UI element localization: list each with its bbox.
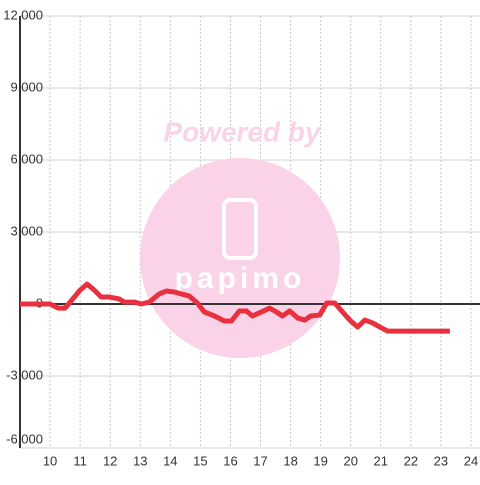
y-tick-label: -6,000: [6, 431, 43, 446]
x-tick-label: 19: [313, 453, 327, 468]
x-tick-label: 10: [43, 453, 57, 468]
watermark: papimo Powered by: [140, 116, 340, 358]
watermark-logo: papimo: [175, 262, 306, 295]
x-tick-label: 24: [464, 453, 478, 468]
watermark-icon: [222, 198, 258, 260]
x-tick-label: 14: [163, 453, 177, 468]
x-tick-label: 22: [404, 453, 418, 468]
x-tick-label: 17: [253, 453, 267, 468]
x-tick-label: 23: [434, 453, 448, 468]
x-tick-label: 13: [133, 453, 147, 468]
watermark-caption: Powered by: [163, 116, 322, 147]
x-tick-label: 18: [283, 453, 297, 468]
x-tick-label: 16: [223, 453, 237, 468]
line: [20, 281, 450, 334]
x-tick-label: 20: [343, 453, 357, 468]
y-tick-label: 12,000: [3, 7, 43, 22]
y-tick-label: 3,000: [10, 223, 43, 238]
y-tick-label: -3,000: [6, 367, 43, 382]
x-tick-label: 21: [374, 453, 388, 468]
y-tick-label: 6,000: [10, 151, 43, 166]
x-tick-label: 12: [103, 453, 117, 468]
x-tick-label: 15: [193, 453, 207, 468]
y-tick-label: 9,000: [10, 79, 43, 94]
x-tick-label: 11: [73, 453, 87, 468]
